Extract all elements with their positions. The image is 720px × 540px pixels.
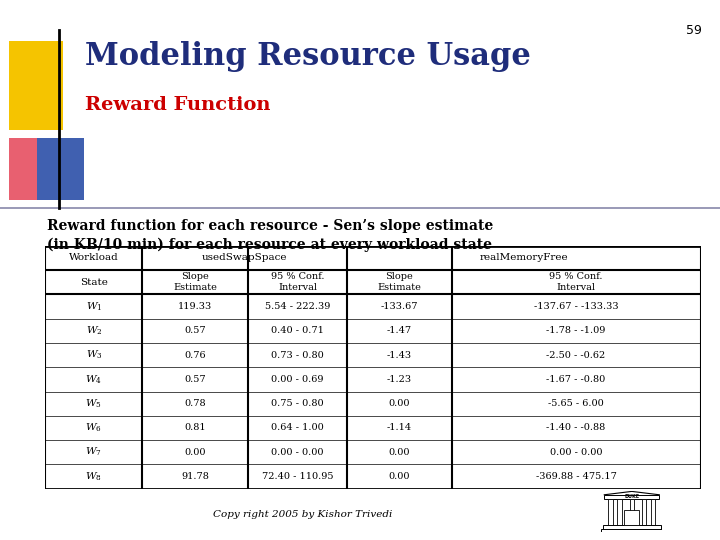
- Text: $W_5$: $W_5$: [86, 397, 102, 410]
- Text: 0.00: 0.00: [184, 448, 206, 457]
- Text: Workload: Workload: [69, 253, 119, 262]
- Bar: [603, 525, 660, 529]
- Text: Reward function for each resource - Sen’s slope estimate: Reward function for each resource - Sen’…: [47, 219, 493, 233]
- Text: 5.54 - 222.39: 5.54 - 222.39: [265, 302, 330, 311]
- Text: 95 % Conf.
Interval: 95 % Conf. Interval: [271, 273, 325, 292]
- Text: -1.67 - -0.80: -1.67 - -0.80: [546, 375, 606, 384]
- Text: 95 % Conf.
Interval: 95 % Conf. Interval: [549, 273, 603, 292]
- Text: -5.65 - 6.00: -5.65 - 6.00: [548, 399, 604, 408]
- Text: -1.40 - -0.88: -1.40 - -0.88: [546, 423, 606, 433]
- Text: 0.76: 0.76: [184, 350, 206, 360]
- Bar: [642, 499, 646, 525]
- Text: -1.23: -1.23: [387, 375, 412, 384]
- Text: (in KB/10 min) for each resource at every workload state: (in KB/10 min) for each resource at ever…: [47, 238, 492, 252]
- Text: 0.75 - 0.80: 0.75 - 0.80: [271, 399, 324, 408]
- Bar: [624, 510, 639, 525]
- Text: DUKE: DUKE: [624, 494, 639, 500]
- Text: $W_8$: $W_8$: [86, 470, 102, 483]
- Text: 0.78: 0.78: [184, 399, 206, 408]
- Text: realMemoryFree: realMemoryFree: [480, 253, 568, 262]
- Text: 0.00: 0.00: [388, 448, 410, 457]
- Text: -1.78 - -1.09: -1.78 - -1.09: [546, 326, 606, 335]
- Text: $W_4$: $W_4$: [86, 373, 102, 386]
- Text: 0.73 - 0.80: 0.73 - 0.80: [271, 350, 324, 360]
- Text: -1.14: -1.14: [387, 423, 412, 433]
- Text: 0.81: 0.81: [184, 423, 206, 433]
- Bar: [618, 499, 621, 525]
- Text: usedSwapSpace: usedSwapSpace: [202, 253, 287, 262]
- Text: -369.88 - 475.17: -369.88 - 475.17: [536, 472, 616, 481]
- Text: Reward Function: Reward Function: [85, 96, 271, 114]
- Text: 0.00 - 0.00: 0.00 - 0.00: [550, 448, 603, 457]
- Text: State: State: [80, 278, 108, 287]
- Text: 0.64 - 1.00: 0.64 - 1.00: [271, 423, 324, 433]
- Text: 0.00 - 0.00: 0.00 - 0.00: [271, 448, 324, 457]
- Text: 0.00: 0.00: [388, 399, 410, 408]
- Text: Copy right 2005 by Kishor Trivedi: Copy right 2005 by Kishor Trivedi: [212, 510, 392, 519]
- Text: -2.50 - -0.62: -2.50 - -0.62: [546, 350, 606, 360]
- Bar: [630, 499, 634, 525]
- Bar: [601, 529, 662, 532]
- Text: 0.57: 0.57: [184, 375, 206, 384]
- Bar: [608, 499, 613, 525]
- Text: Slope
Estimate: Slope Estimate: [174, 273, 217, 292]
- Text: 0.57: 0.57: [184, 326, 206, 335]
- Text: 0.00 - 0.69: 0.00 - 0.69: [271, 375, 324, 384]
- Text: $W_7$: $W_7$: [86, 446, 102, 458]
- Text: Modeling Resource Usage: Modeling Resource Usage: [85, 41, 531, 72]
- Bar: [604, 495, 660, 499]
- Text: 91.78: 91.78: [181, 472, 210, 481]
- Text: $W_3$: $W_3$: [86, 349, 102, 361]
- Text: -137.67 - -133.33: -137.67 - -133.33: [534, 302, 618, 311]
- Text: $W_2$: $W_2$: [86, 325, 102, 337]
- Text: 59: 59: [686, 24, 702, 37]
- Text: -133.67: -133.67: [380, 302, 418, 311]
- Bar: [651, 499, 655, 525]
- Text: -1.43: -1.43: [387, 350, 412, 360]
- Text: 0.00: 0.00: [388, 472, 410, 481]
- Text: $W_6$: $W_6$: [86, 422, 102, 434]
- Text: -1.47: -1.47: [387, 326, 412, 335]
- Text: 119.33: 119.33: [179, 302, 212, 311]
- Text: Slope
Estimate: Slope Estimate: [377, 273, 421, 292]
- Text: 72.40 - 110.95: 72.40 - 110.95: [262, 472, 333, 481]
- Text: 0.40 - 0.71: 0.40 - 0.71: [271, 326, 324, 335]
- Text: $W_1$: $W_1$: [86, 300, 102, 313]
